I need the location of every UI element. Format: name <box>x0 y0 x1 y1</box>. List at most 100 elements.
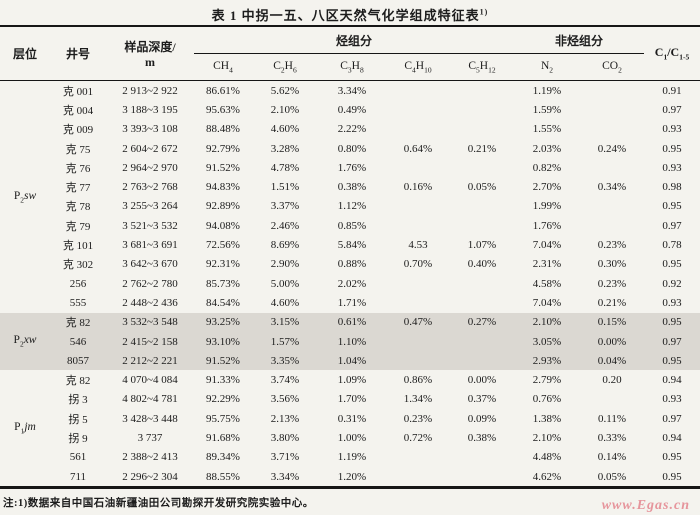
cell-well: 克 75 <box>65 143 91 156</box>
cell-c5h12 <box>450 274 514 293</box>
cell-c2h6: 3.15% <box>252 312 318 332</box>
cell-n2: 7.04% <box>532 239 562 252</box>
cell-co2: 0.14% <box>597 451 627 464</box>
cell-c3h8: 0.49% <box>337 103 367 116</box>
cell-well: 克 101 <box>62 240 94 253</box>
cell-c4h10 <box>386 293 450 312</box>
cell-ratio: 0.97 <box>644 331 700 352</box>
cell-ch4: 88.55% <box>206 470 240 483</box>
cell-ch4: 91.52% <box>206 161 240 174</box>
cell-n2: 1.76% <box>532 219 562 232</box>
table-row: 拐 5 3 428~3 448 95.75% 2.13% 0.31% 0.23% 0.09%… <box>0 409 700 428</box>
cell-n2: 0.82% <box>532 161 562 174</box>
cell-co2 <box>580 81 644 101</box>
cell-well: 克 001 <box>62 85 94 98</box>
gas-composition-table: 层位 井号 样品深度/m 烃组分 非烃组分 C1/C1-5 CH4 C2H6 C… <box>0 25 700 490</box>
cell-co2: 0.30% <box>597 258 627 271</box>
cell-ch4: 85.73% <box>206 277 240 290</box>
cell-c3h8: 0.61% <box>318 312 386 332</box>
table-row: P2sw 克 001 2 913~2 922 86.61% 5.62% 3.34% 1.19… <box>0 81 700 204</box>
cell-ch4: 94.08% <box>206 219 240 232</box>
cell-c4h10: 0.86% <box>403 374 433 387</box>
cell-ch4: 95.75% <box>206 412 240 425</box>
cell-ch4: 89.34% <box>206 451 240 464</box>
col-header-c2h6: C2H6 <box>252 53 318 81</box>
cell-ratio: 0.91 <box>662 84 682 97</box>
cell-co2 <box>580 100 644 119</box>
cell-c2h6: 3.37% <box>270 200 300 213</box>
cell-well: 拐 3 <box>68 394 88 407</box>
cell-ratio: 0.93 <box>662 161 682 174</box>
cell-n2: 2.79% <box>532 374 562 387</box>
cell-well: 8057 <box>50 351 106 371</box>
cell-c4h10: 0.72% <box>403 431 433 444</box>
cell-co2 <box>580 197 644 216</box>
cell-ch4: 92.79% <box>206 142 240 155</box>
cell-c3h8: 1.20% <box>337 470 367 483</box>
cell-ratio: 0.95 <box>662 470 682 483</box>
cell-c2h6: 3.34% <box>270 470 300 483</box>
cell-c3h8: 0.85% <box>337 219 367 232</box>
cell-ratio: 0.95 <box>662 142 682 155</box>
cell-depth: 2 964~2 970 <box>122 161 178 174</box>
cell-c5h12: 0.38% <box>467 431 497 444</box>
cell-well: 256 <box>69 277 87 290</box>
cell-ch4: 93.25% <box>194 312 252 332</box>
cell-depth: 4 802~4 781 <box>122 393 178 406</box>
group-header-hydrocarbon: 烃组分 <box>194 26 514 54</box>
cell-c3h8: 1.10% <box>318 331 386 352</box>
cell-c5h12 <box>450 81 514 101</box>
cell-c5h12: 0.21% <box>467 142 497 155</box>
cell-c2h6: 3.28% <box>270 142 300 155</box>
cell-well: 555 <box>69 296 87 309</box>
cell-c2h6: 3.80% <box>270 431 300 444</box>
cell-n2: 2.93% <box>514 351 580 371</box>
table-row: 克 79 3 521~3 532 94.08% 2.46% 0.85% 1.76% 0.97 <box>0 216 700 235</box>
cell-ch4: 92.29% <box>206 393 240 406</box>
cell-depth: 2 212~2 221 <box>106 351 194 371</box>
cell-depth: 2 762~2 780 <box>122 277 178 290</box>
cell-depth: 3 642~3 670 <box>122 258 178 271</box>
cell-co2: 0.21% <box>597 296 627 309</box>
cell-n2: 4.48% <box>532 451 562 464</box>
table-row: 拐 9 3 737 91.68% 3.80% 1.00% 0.72% 0.38% 2.10% 0… <box>0 428 700 447</box>
cell-co2: 0.24% <box>597 142 627 155</box>
col-header-c3h8: C3H8 <box>318 53 386 81</box>
table-row: 256 2 762~2 780 85.73% 5.00% 2.02% 4.58% 0.23%… <box>0 274 700 293</box>
cell-co2 <box>580 120 644 139</box>
cell-n2: 4.58% <box>532 277 562 290</box>
cell-ch4: 92.89% <box>206 200 240 213</box>
cell-depth: 3 393~3 108 <box>122 123 178 136</box>
cell-c3h8: 1.04% <box>318 351 386 371</box>
cell-c5h12: 0.40% <box>467 258 497 271</box>
cell-ratio: 0.94 <box>662 374 682 387</box>
cell-c2h6: 3.35% <box>252 351 318 371</box>
col-header-c5h12: C5H12 <box>450 53 514 81</box>
table-row: 克 75 2 604~2 672 92.79% 3.28% 0.80% 0.64% 0.21… <box>0 139 700 158</box>
cell-n2: 4.62% <box>532 470 562 483</box>
cell-ch4: 84.54% <box>206 296 240 309</box>
table-body: P2sw 克 001 2 913~2 922 86.61% 5.62% 3.34% 1.19… <box>0 81 700 488</box>
cell-c4h10 <box>386 351 450 371</box>
cell-well: 拐 9 <box>68 432 88 445</box>
cell-c5h12 <box>450 100 514 119</box>
cell-c3h8: 0.88% <box>337 258 367 271</box>
cell-c3h8: 1.00% <box>337 431 367 444</box>
cell-ch4: 94.83% <box>206 181 240 194</box>
cell-n2: 3.05% <box>514 331 580 352</box>
cell-ch4: 91.68% <box>206 431 240 444</box>
col-header-n2: N2 <box>514 53 580 81</box>
table-row: 546 2 415~2 158 93.10% 1.57% 1.10% 3.05% 0.00%… <box>0 331 700 352</box>
cell-n2: 1.59% <box>532 103 562 116</box>
cell-c2h6: 3.71% <box>270 451 300 464</box>
cell-c4h10 <box>386 197 450 216</box>
cell-ch4: 91.33% <box>206 374 240 387</box>
cell-depth: 3 255~3 264 <box>122 200 178 213</box>
cell-c3h8: 1.71% <box>337 296 367 309</box>
cell-n2: 1.38% <box>532 412 562 425</box>
cell-co2: 0.15% <box>580 312 645 332</box>
cell-c4h10 <box>386 216 450 235</box>
cell-c2h6: 4.60% <box>270 123 300 136</box>
cell-c4h10: 0.23% <box>403 412 433 425</box>
